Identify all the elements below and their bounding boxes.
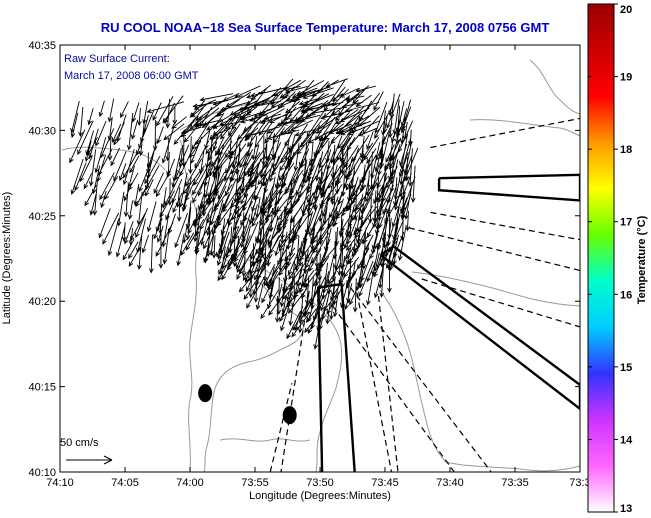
colorbar-tick-label: 14 [620,434,633,446]
x-tick-label: 73:50 [306,477,334,489]
colorbar-tick-label: 19 [620,72,632,84]
x-tick-label: 74:10 [46,477,74,489]
contour-south-west [219,438,311,442]
chart-title: RU COOL NOAA−18 Sea Surface Temperature:… [101,20,550,35]
y-tick-label: 40:25 [28,211,56,223]
colorbar-tick-label: 18 [620,144,632,156]
x-tick-label: 74:05 [111,477,139,489]
dashed-line [332,306,455,472]
surface-current-vectors [69,78,419,350]
y-tick-label: 40:30 [28,125,56,137]
x-axis: 74:10 74:05 74:00 73:55 73:50 73:45 73:40 73:35… [46,45,591,489]
contour-shore-west [61,146,166,171]
colorbar-label: Temperature (°C) [636,215,648,304]
colorbar-tick-label: 20 [620,4,632,16]
dashed-boundaries [269,117,580,472]
buoy-east [282,406,297,425]
scale-arrow [66,455,113,465]
buoy-markers [198,384,297,425]
contour-north [529,59,580,115]
annotation-line-2: March 17, 2008 06:00 GMT [64,70,199,82]
contour-mid [239,254,343,472]
shipping-lanes [316,173,580,472]
x-tick-label: 73:35 [501,477,529,489]
contour-east [411,271,580,307]
x-axis-label: Longitude (Degrees:Minutes) [249,490,391,502]
contour-inner [203,249,304,472]
x-tick-label: 73:45 [371,477,399,489]
colorbar-tick-label: 17 [620,217,632,229]
annotation-line-1: Raw Surface Current: [64,53,170,65]
contour-northeast [469,119,580,137]
x-tick-label: 73:55 [241,477,269,489]
colorbar-tick-label: 13 [620,503,632,515]
y-tick-label: 40:20 [28,296,56,308]
lane-east-bar [437,173,580,202]
dashed-line [421,278,580,328]
y-tick-label: 40:15 [28,382,56,394]
dashed-line [349,287,492,472]
colorbar-tick-label: 16 [620,289,632,301]
y-tick-label: 40:10 [28,467,56,479]
dashed-line [356,292,393,472]
colorbar [587,3,615,513]
bathymetry-contours [61,59,580,472]
buoy-west [198,384,213,403]
x-tick-label: 73:3 [569,477,590,489]
y-tick-label: 40:35 [28,40,56,52]
lane-south-bar [316,282,356,472]
colorbar-tick-label: 15 [620,362,632,374]
dashed-line [280,290,310,472]
dashed-line [430,117,580,149]
dashed-line [430,211,580,241]
x-tick-label: 74:00 [176,477,204,489]
current-vector-arrows [69,78,419,350]
y-axis: 40:10 40:15 40:20 40:25 40:30 40:35 [28,40,580,479]
coastline [179,139,199,472]
x-tick-label: 73:40 [436,477,464,489]
colorbar-ticks: 13 14 15 16 17 18 19 20 [588,3,633,515]
y-axis-label: Latitude (Degrees:Minutes) [1,192,13,325]
lane-southeast-bar [379,245,580,411]
scale-label: 50 cm/s [60,437,99,449]
dashed-line [269,383,293,472]
